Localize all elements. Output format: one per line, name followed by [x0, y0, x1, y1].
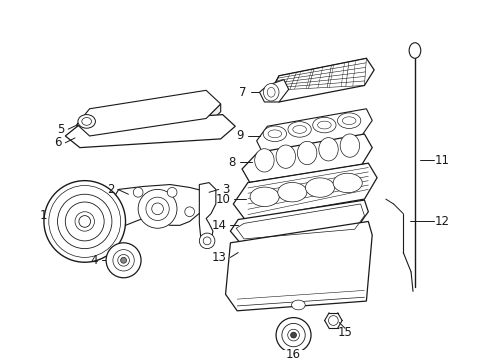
Ellipse shape	[78, 114, 95, 128]
Text: 7: 7	[239, 86, 246, 99]
Ellipse shape	[276, 145, 295, 168]
Polygon shape	[225, 221, 371, 311]
Text: 2: 2	[107, 183, 115, 196]
Ellipse shape	[199, 233, 214, 249]
Ellipse shape	[113, 249, 134, 271]
Ellipse shape	[332, 173, 362, 193]
Ellipse shape	[291, 300, 305, 310]
Text: 9: 9	[236, 130, 244, 143]
Ellipse shape	[287, 329, 299, 341]
Text: 4: 4	[90, 254, 98, 267]
Text: 15: 15	[337, 326, 352, 339]
Ellipse shape	[267, 87, 275, 97]
Polygon shape	[233, 163, 376, 220]
Ellipse shape	[287, 122, 311, 137]
Ellipse shape	[145, 197, 169, 220]
Text: 10: 10	[215, 193, 230, 206]
Ellipse shape	[305, 178, 334, 197]
Ellipse shape	[277, 183, 306, 202]
Polygon shape	[77, 104, 220, 146]
Ellipse shape	[281, 323, 305, 347]
Ellipse shape	[58, 194, 112, 249]
Ellipse shape	[106, 243, 141, 278]
Polygon shape	[230, 200, 367, 243]
Polygon shape	[199, 183, 215, 245]
Ellipse shape	[133, 188, 142, 197]
Text: 8: 8	[228, 156, 236, 169]
Text: 12: 12	[434, 215, 449, 228]
Ellipse shape	[151, 203, 163, 215]
Ellipse shape	[340, 134, 359, 157]
Text: 1: 1	[39, 209, 47, 222]
Ellipse shape	[317, 121, 330, 129]
Ellipse shape	[276, 318, 310, 352]
Ellipse shape	[408, 43, 420, 58]
Text: 3: 3	[222, 183, 229, 196]
Polygon shape	[242, 134, 371, 183]
Ellipse shape	[263, 126, 286, 141]
Ellipse shape	[312, 117, 335, 133]
Polygon shape	[271, 58, 373, 102]
Text: 11: 11	[434, 154, 449, 167]
Ellipse shape	[249, 187, 279, 207]
Ellipse shape	[79, 216, 90, 227]
Ellipse shape	[318, 138, 338, 161]
Ellipse shape	[81, 117, 91, 125]
Ellipse shape	[44, 181, 125, 262]
Ellipse shape	[118, 255, 129, 266]
Ellipse shape	[267, 130, 281, 138]
Text: 16: 16	[285, 348, 301, 360]
Polygon shape	[259, 80, 288, 102]
Ellipse shape	[167, 188, 177, 197]
Ellipse shape	[342, 117, 355, 125]
Ellipse shape	[121, 257, 126, 263]
Ellipse shape	[254, 149, 274, 172]
Ellipse shape	[49, 185, 121, 257]
Ellipse shape	[184, 207, 194, 217]
Ellipse shape	[292, 126, 306, 133]
Ellipse shape	[138, 189, 177, 228]
Ellipse shape	[290, 332, 296, 338]
Ellipse shape	[337, 113, 360, 129]
Polygon shape	[77, 90, 220, 136]
Ellipse shape	[328, 316, 338, 325]
Ellipse shape	[65, 202, 104, 241]
Ellipse shape	[297, 141, 316, 165]
Polygon shape	[65, 114, 235, 148]
Text: 5: 5	[57, 123, 64, 136]
Ellipse shape	[203, 237, 210, 245]
Ellipse shape	[75, 212, 94, 231]
Polygon shape	[114, 185, 206, 225]
Ellipse shape	[263, 84, 279, 101]
Polygon shape	[256, 109, 371, 153]
Text: 13: 13	[211, 251, 226, 264]
Text: 6: 6	[54, 136, 61, 149]
Text: 14: 14	[211, 219, 226, 232]
